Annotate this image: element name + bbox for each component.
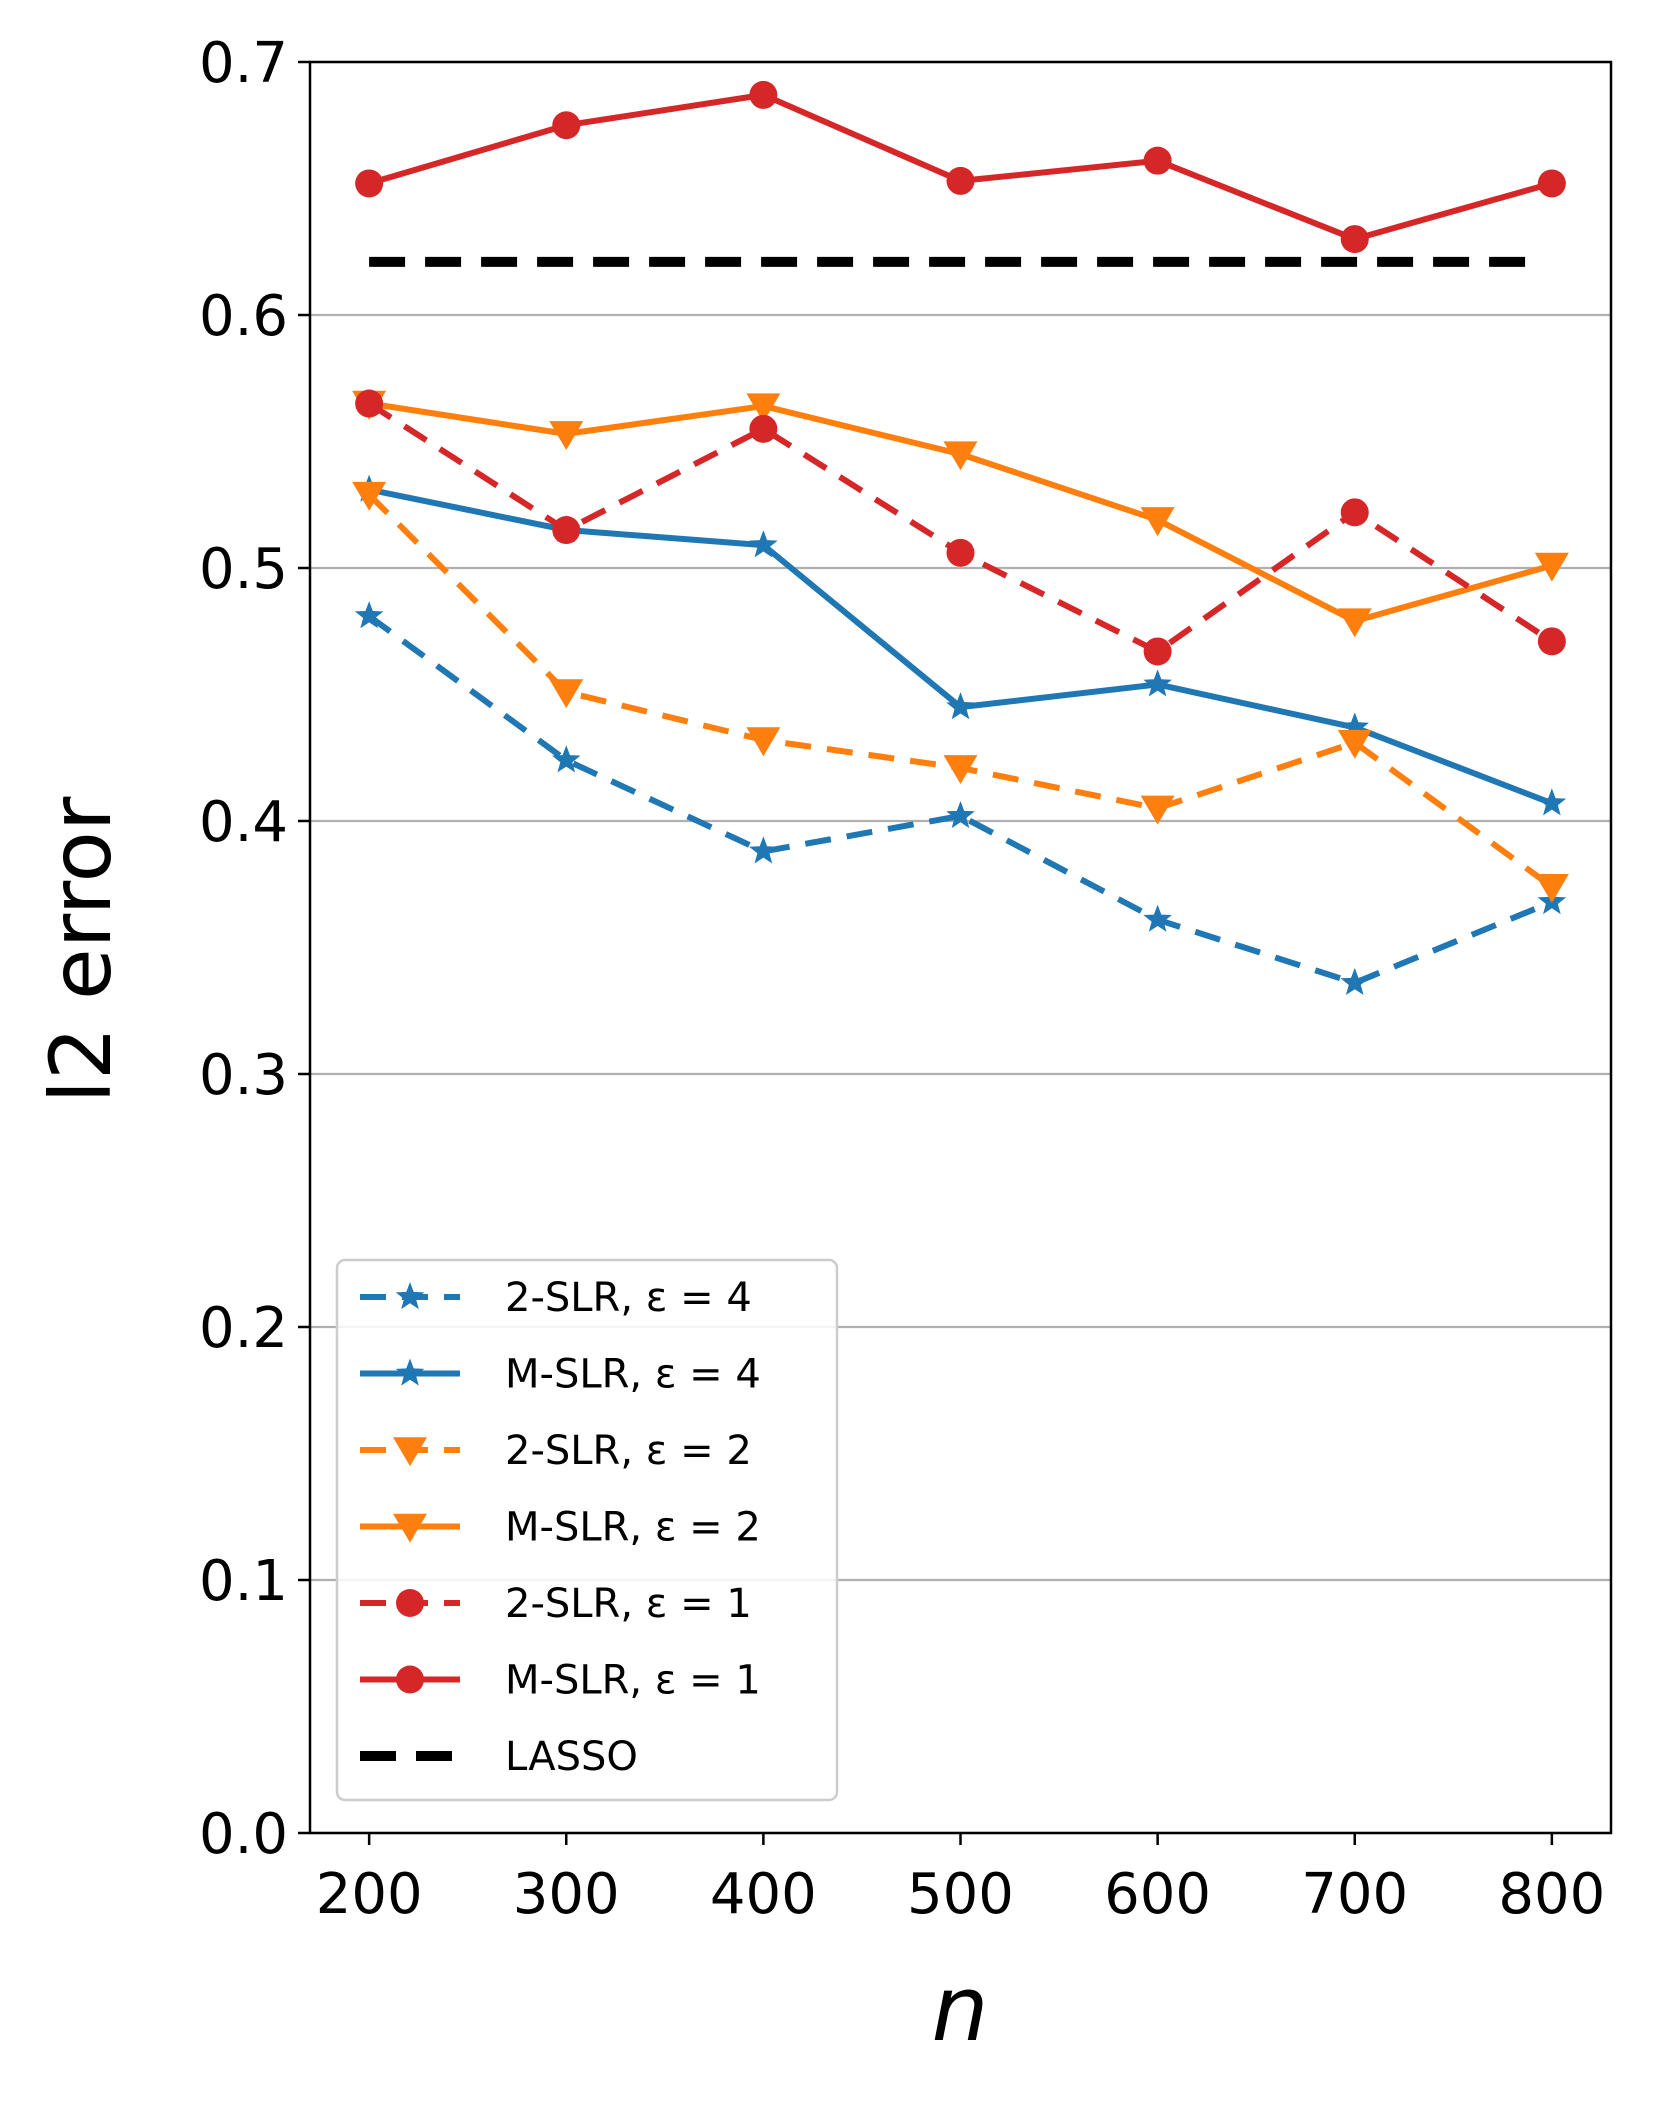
point-4-3: [946, 538, 975, 567]
y-tick-label-0: 0.0: [199, 1802, 288, 1867]
y-axis-label: l2 error: [32, 796, 130, 1103]
legend-label-2: 2-SLR, ε = 2: [505, 1428, 752, 1474]
y-tick-label-5: 0.5: [199, 537, 288, 602]
legend: 2-SLR, ε = 4 M-SLR, ε = 4 2-SLR, ε = 2 M-SL…: [335, 1258, 839, 1802]
point-2-2: [746, 727, 781, 757]
legend-marker-2: [393, 1437, 427, 1467]
point-4-5: [1340, 498, 1369, 527]
y-tick-label-2: 0.2: [199, 1296, 288, 1361]
point-3-4: [1140, 507, 1175, 537]
legend-entry-5: M-SLR, ε = 1: [360, 1658, 761, 1704]
point-2-4: [1140, 795, 1175, 825]
point-3-6: [1534, 552, 1569, 582]
point-0-3: [946, 800, 975, 829]
legend-entry-1: M-SLR, ε = 4: [360, 1352, 761, 1398]
x-tick-label-3: 500: [907, 1862, 1014, 1927]
x-axis-label: n: [931, 1957, 988, 2062]
series-line-3: [368, 400, 1553, 625]
point-3-3: [943, 441, 978, 471]
point-0-5: [1340, 967, 1370, 996]
point-5-5: [1340, 225, 1369, 254]
series-line-0: [367, 613, 1554, 986]
legend-marker-0: [395, 1282, 425, 1310]
point-1-4: [1143, 669, 1172, 697]
axis-ticks: 0.0 0.1 0.2 0.3 0.4 0.5 0.6 0.7 200 300 400 500 600 7…: [199, 31, 1605, 1927]
legend-entry-2: 2-SLR, ε = 2: [360, 1428, 752, 1474]
series-5: [355, 80, 1566, 254]
y-tick-label-6: 0.6: [199, 284, 288, 349]
point-3-5: [1337, 608, 1372, 638]
legend-entry-0: 2-SLR, ε = 4: [360, 1275, 752, 1321]
legend-label-4: 2-SLR, ε = 1: [505, 1581, 752, 1627]
legend-label-3: M-SLR, ε = 2: [505, 1505, 761, 1551]
point-4-6: [1537, 627, 1566, 656]
y-tick-label-7: 0.7: [199, 31, 288, 96]
point-5-0: [355, 169, 384, 198]
x-tick-label-4: 600: [1104, 1862, 1211, 1927]
legend-box: [335, 1258, 839, 1802]
point-2-5: [1337, 729, 1372, 759]
point-5-4: [1143, 146, 1172, 175]
point-4-2: [749, 414, 778, 443]
point-1-6: [1537, 788, 1567, 816]
point-3-1: [549, 421, 584, 451]
point-0-4: [1143, 904, 1172, 932]
legend-label-1: M-SLR, ε = 4: [505, 1352, 761, 1398]
legend-label-5: M-SLR, ε = 1: [505, 1658, 761, 1704]
y-tick-label-4: 0.4: [199, 790, 288, 855]
series-3: [352, 390, 1569, 638]
point-5-6: [1537, 169, 1566, 198]
legend-entry-3: M-SLR, ε = 2: [360, 1505, 761, 1551]
y-tick-label-1: 0.1: [199, 1549, 288, 1614]
point-5-2: [749, 80, 778, 109]
legend-entry-6: LASSO: [360, 1734, 638, 1780]
point-2-1: [549, 679, 584, 709]
point-1-2: [749, 530, 778, 558]
point-2-6: [1534, 874, 1569, 903]
legend-label-6: LASSO: [505, 1734, 638, 1780]
x-tick-label-5: 700: [1301, 1862, 1408, 1927]
series-2: [352, 481, 1569, 903]
legend-marker-5: [396, 1665, 424, 1694]
legend-marker-3: [393, 1513, 427, 1543]
point-1-3: [946, 692, 975, 720]
point-5-1: [552, 111, 581, 140]
x-tick-label-0: 200: [316, 1862, 423, 1927]
legend-entry-4: 2-SLR, ε = 1: [360, 1581, 752, 1627]
point-4-1: [552, 516, 581, 545]
point-0-0: [354, 601, 384, 629]
point-0-2: [749, 836, 778, 864]
point-0-1: [551, 745, 581, 773]
point-1-5: [1340, 712, 1370, 740]
legend-marker-1: [395, 1358, 425, 1386]
legend-label-0: 2-SLR, ε = 4: [505, 1275, 752, 1321]
point-4-4: [1143, 637, 1172, 666]
x-tick-label-2: 400: [710, 1862, 817, 1927]
y-tick-label-3: 0.3: [199, 1043, 288, 1108]
point-2-3: [943, 755, 978, 785]
legend-marker-4: [396, 1589, 424, 1617]
series-layer: [352, 80, 1569, 996]
point-5-3: [946, 166, 975, 195]
series-4: [355, 389, 1566, 666]
point-2-0: [352, 481, 387, 511]
x-tick-label-1: 300: [513, 1862, 620, 1927]
point-3-2: [746, 393, 781, 423]
point-4-0: [355, 389, 384, 418]
x-tick-label-6: 800: [1498, 1862, 1605, 1927]
